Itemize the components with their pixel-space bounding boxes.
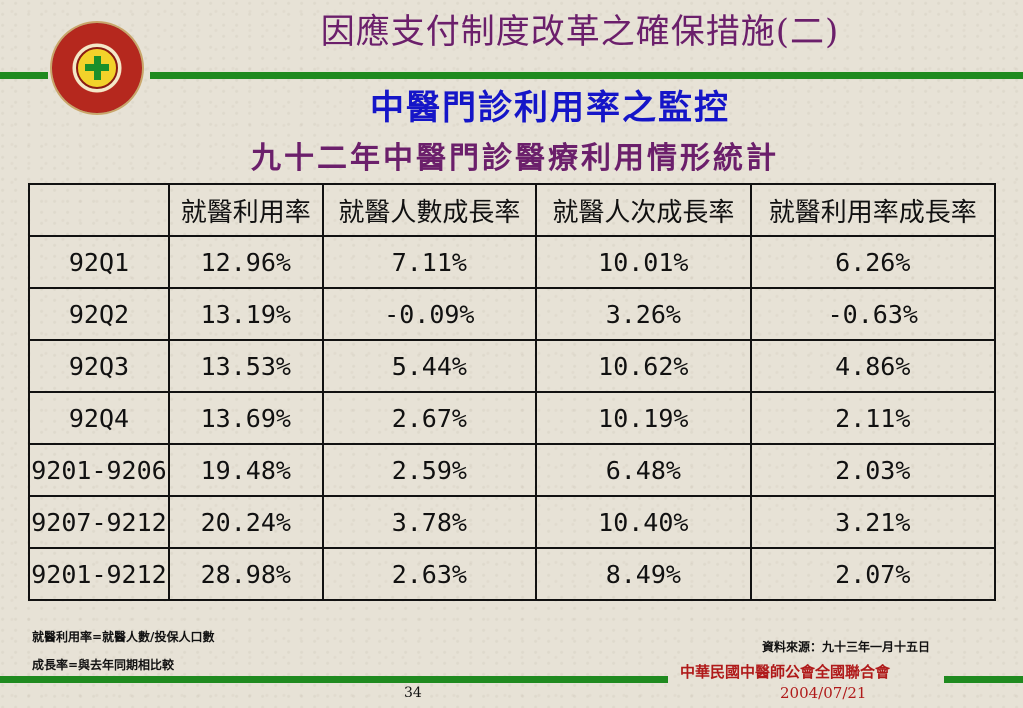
period-cell: 92Q1: [28, 235, 170, 289]
slide-title: 因應支付制度改革之確保措施(二): [320, 12, 840, 52]
table-row: 9201-9206 19.48% 2.59% 6.48% 2.03%: [28, 443, 997, 497]
organization-name: 中華民國中醫師公會全國聯合會: [680, 663, 891, 681]
title-divider-line: [150, 72, 1023, 79]
table-cell: -0.09%: [321, 287, 538, 341]
header-cell: 就醫利用率: [167, 183, 324, 237]
header-cell: 就醫人數成長率: [321, 183, 538, 237]
table-cell: 2.59%: [321, 443, 538, 497]
table-cell: 2.07%: [749, 547, 997, 601]
header-cell: 就醫人次成長率: [535, 183, 752, 237]
period-cell: 9201-9212: [28, 547, 170, 601]
table-cell: -0.63%: [749, 287, 997, 341]
period-cell: 9201-9206: [28, 443, 170, 497]
table-cell: 13.53%: [167, 339, 324, 393]
table-row: 92Q3 13.53% 5.44% 10.62% 4.86%: [28, 339, 997, 393]
header-cell: 就醫利用率成長率: [749, 183, 997, 237]
table-cell: 8.49%: [535, 547, 752, 601]
table-cell: 3.21%: [749, 495, 997, 549]
header-cell: [28, 183, 170, 237]
footer-date: 2004/07/21: [780, 684, 867, 702]
table-cell: 10.62%: [535, 339, 752, 393]
period-cell: 92Q2: [28, 287, 170, 341]
table-cell: 13.69%: [167, 391, 324, 445]
table-cell: 6.26%: [749, 235, 997, 289]
utilization-table: 就醫利用率 就醫人數成長率 就醫人次成長率 就醫利用率成長率 92Q1 12.9…: [28, 183, 997, 601]
title-divider-line-left: [0, 72, 48, 79]
logo-inner-disc: [76, 47, 118, 89]
table-cell: 7.11%: [321, 235, 538, 289]
table-cell: 2.03%: [749, 443, 997, 497]
table-cell: 5.44%: [321, 339, 538, 393]
table-cell: 28.98%: [167, 547, 324, 601]
footer-divider-line: [0, 676, 668, 683]
green-cross-seal-icon: [52, 23, 142, 113]
cross-horizontal-bar: [85, 64, 109, 71]
growth-definition-note: 成長率=與去年同期相比較: [32, 658, 175, 672]
table-cell: 4.86%: [749, 339, 997, 393]
table-cell: 3.78%: [321, 495, 538, 549]
period-cell: 92Q4: [28, 391, 170, 445]
table-cell: 2.67%: [321, 391, 538, 445]
table-cell: 3.26%: [535, 287, 752, 341]
table-cell: 2.63%: [321, 547, 538, 601]
table-cell: 10.40%: [535, 495, 752, 549]
slide-subtitle: 中醫門診利用率之監控: [370, 88, 730, 128]
table-title: 九十二年中醫門診醫療利用情形統計: [251, 141, 779, 176]
table-cell: 13.19%: [167, 287, 324, 341]
table-cell: 20.24%: [167, 495, 324, 549]
table-cell: 12.96%: [167, 235, 324, 289]
table-cell: 2.11%: [749, 391, 997, 445]
table-cell: 10.19%: [535, 391, 752, 445]
period-cell: 9207-9212: [28, 495, 170, 549]
table-cell: 10.01%: [535, 235, 752, 289]
table-row: 92Q4 13.69% 2.67% 10.19% 2.11%: [28, 391, 997, 445]
footer-divider-line-right: [944, 676, 1023, 683]
table-row: 92Q1 12.96% 7.11% 10.01% 6.26%: [28, 235, 997, 289]
table-row: 92Q2 13.19% -0.09% 3.26% -0.63%: [28, 287, 997, 341]
table-row: 9207-9212 20.24% 3.78% 10.40% 3.21%: [28, 495, 997, 549]
page-number: 34: [404, 685, 422, 701]
table-row: 9201-9212 28.98% 2.63% 8.49% 2.07%: [28, 547, 997, 601]
table-cell: 19.48%: [167, 443, 324, 497]
data-source-note: 資料來源：九十三年一月十五日: [762, 640, 931, 654]
period-cell: 92Q3: [28, 339, 170, 393]
table-header-row: 就醫利用率 就醫人數成長率 就醫人次成長率 就醫利用率成長率: [28, 183, 997, 237]
table-cell: 6.48%: [535, 443, 752, 497]
utilization-definition-note: 就醫利用率=就醫人數/投保人口數: [32, 630, 215, 644]
